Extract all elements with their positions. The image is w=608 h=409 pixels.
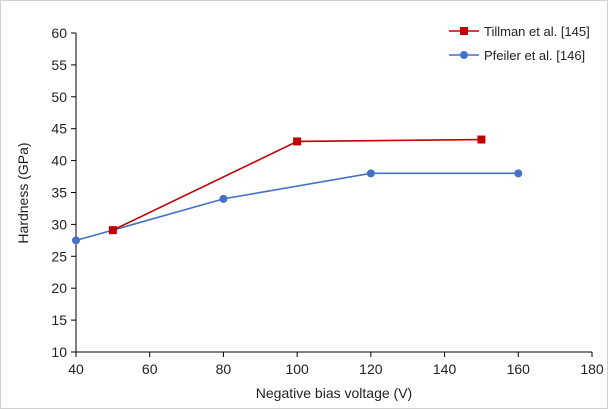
data-point-pfeiler bbox=[219, 194, 228, 203]
series-layer bbox=[72, 135, 523, 245]
x-tick-label: 80 bbox=[216, 361, 232, 377]
data-point-pfeiler bbox=[366, 169, 375, 178]
legend-item-pfeiler: Pfeiler et al. [146] bbox=[449, 48, 585, 63]
x-tick-label: 160 bbox=[507, 361, 531, 377]
series-line-pfeiler bbox=[75, 172, 519, 242]
x-tick-label: 180 bbox=[580, 361, 604, 377]
series-tillman bbox=[108, 135, 486, 235]
x-tick-label: 120 bbox=[359, 361, 383, 377]
legend-label-pfeiler: Pfeiler et al. [146] bbox=[484, 48, 585, 63]
x-tick-label: 140 bbox=[433, 361, 457, 377]
series-pfeiler bbox=[72, 169, 523, 245]
y-tick-label: 55 bbox=[51, 57, 67, 73]
legend-marker-tillman bbox=[460, 27, 468, 35]
y-tick-label: 60 bbox=[51, 25, 67, 41]
data-point-tillman bbox=[108, 226, 117, 235]
x-tick-label: 60 bbox=[142, 361, 158, 377]
y-tick-label: 25 bbox=[51, 248, 67, 264]
data-point-tillman bbox=[293, 137, 302, 146]
y-tick-label: 20 bbox=[51, 280, 67, 296]
y-tick-label: 40 bbox=[51, 153, 67, 169]
y-axis-ticks: 10 15 20 25 30 35 40 45 50 55 60 bbox=[51, 25, 76, 360]
x-tick-label: 100 bbox=[285, 361, 309, 377]
x-tick-label: 40 bbox=[68, 361, 84, 377]
series-line-tillman bbox=[112, 138, 482, 231]
y-tick-label: 10 bbox=[51, 344, 67, 360]
y-tick-label: 15 bbox=[51, 312, 67, 328]
y-tick-label: 50 bbox=[51, 89, 67, 105]
x-axis-title: Negative bias voltage (V) bbox=[256, 385, 412, 401]
y-tick-label: 35 bbox=[51, 185, 67, 201]
x-axis-ticks: 40 60 80 100 120 140 160 180 bbox=[68, 352, 604, 377]
legend-item-tillman: Tillman et al. [145] bbox=[449, 24, 590, 39]
y-tick-label: 30 bbox=[51, 216, 67, 232]
y-axis-title: Hardness (GPa) bbox=[15, 142, 31, 243]
data-point-pfeiler bbox=[72, 236, 80, 245]
y-tick-label: 45 bbox=[51, 121, 67, 137]
legend-marker-pfeiler bbox=[460, 51, 468, 59]
data-point-tillman bbox=[477, 135, 486, 144]
legend: Tillman et al. [145] Pfeiler et al. [146] bbox=[449, 24, 590, 63]
legend-label-tillman: Tillman et al. [145] bbox=[484, 24, 590, 39]
data-point-pfeiler bbox=[514, 169, 523, 178]
